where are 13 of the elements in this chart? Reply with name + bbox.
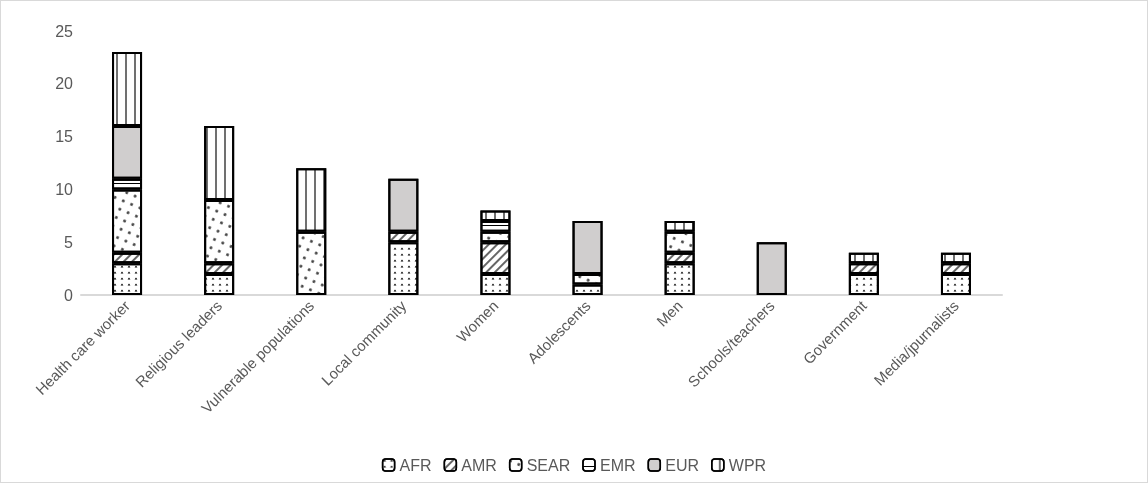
legend-label: AMR (461, 456, 497, 474)
y-tick-label: 25 (55, 22, 74, 40)
y-tick-label: 10 (55, 180, 74, 198)
legend-label: EMR (599, 456, 636, 474)
y-tick-label: 20 (55, 75, 74, 93)
legend-label: AFR (399, 456, 432, 474)
legend-label: EUR (665, 456, 700, 474)
y-tick-label: 5 (64, 233, 74, 251)
y-tick-label: 0 (64, 286, 74, 304)
legend-label: WPR (728, 456, 767, 474)
legend-label: SEAR (526, 456, 571, 474)
y-tick-label: 15 (55, 128, 74, 146)
x-tick-label: Men (653, 296, 686, 330)
